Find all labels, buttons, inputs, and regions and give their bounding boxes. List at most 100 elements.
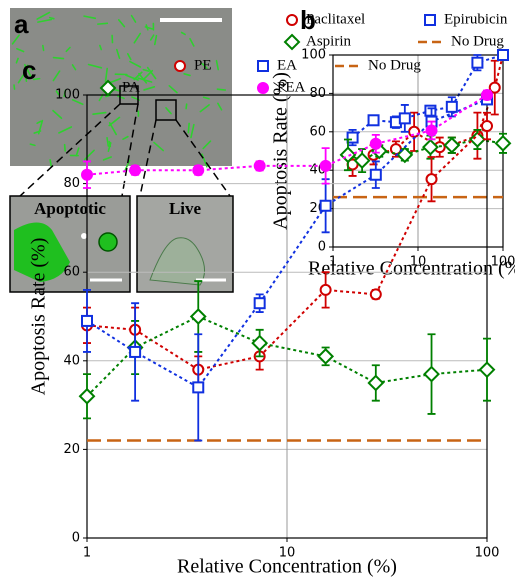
legend-label: Epirubicin (444, 11, 508, 27)
cell (32, 77, 41, 81)
zoom-lines (19, 103, 231, 197)
marker (369, 137, 382, 150)
marker (445, 100, 458, 113)
cell (36, 11, 51, 20)
y-tick-label: 0 (72, 531, 80, 546)
marker (129, 164, 142, 177)
cell (36, 120, 42, 125)
cell (142, 68, 150, 72)
cell (185, 103, 188, 110)
marker (81, 314, 93, 327)
marker (253, 159, 266, 172)
cell (26, 64, 34, 71)
cell (106, 136, 110, 147)
inset-label: Apoptotic (34, 199, 106, 218)
cell (37, 18, 53, 23)
y-tick-label: 20 (63, 442, 80, 457)
x-tick-label: 10 (410, 255, 427, 270)
cell (180, 31, 186, 36)
marker (317, 347, 335, 365)
y-axis-label: Apoptosis Rate (%) (28, 238, 50, 396)
x-tick-label: 10 (279, 546, 296, 561)
marker (408, 125, 421, 138)
zoom-box (155, 99, 177, 121)
marker (319, 199, 332, 212)
marker (422, 138, 439, 156)
cell (109, 77, 122, 84)
y-tick-label: 40 (63, 353, 80, 368)
cell (42, 44, 45, 52)
marker (481, 120, 493, 133)
cell (201, 153, 208, 168)
cell (125, 74, 139, 81)
cell (123, 159, 131, 173)
marker (353, 152, 371, 170)
cell (133, 32, 142, 44)
cell (202, 96, 210, 100)
panel-label: b (300, 5, 316, 35)
cell (52, 56, 65, 60)
cell (58, 126, 73, 134)
marker (192, 164, 205, 177)
legend-swatch (286, 14, 298, 26)
marker (81, 168, 93, 181)
legend-swatch (424, 14, 436, 26)
legend-label: No Drug (451, 33, 504, 49)
cell (13, 84, 16, 90)
cell (138, 72, 148, 84)
cell (17, 73, 25, 84)
cell (168, 85, 178, 94)
marker (468, 131, 486, 148)
cell (108, 116, 121, 127)
cell (127, 53, 132, 61)
cell (99, 44, 103, 51)
apoptotic-cells (14, 222, 118, 282)
marker (129, 345, 142, 358)
cell (29, 143, 36, 147)
cell (215, 59, 220, 71)
y-tick-label: 100 (55, 88, 80, 103)
legend-swatch (283, 33, 301, 51)
marker (443, 136, 461, 154)
cell (216, 88, 227, 91)
cell (63, 89, 67, 98)
cell (55, 90, 60, 96)
cell (153, 34, 158, 46)
legend-swatch (257, 60, 269, 72)
marker (251, 334, 269, 352)
cell (108, 140, 112, 148)
legend-label: PA (122, 79, 140, 95)
marker (192, 381, 205, 394)
marker (319, 159, 332, 172)
cell (117, 19, 126, 28)
y-tick-label: 100 (301, 48, 326, 63)
cell (75, 147, 80, 157)
cell (11, 34, 20, 45)
cell (24, 63, 32, 78)
cell (143, 86, 156, 91)
marker (78, 387, 96, 405)
y-tick-label: 60 (309, 124, 326, 139)
x-tick-label: 1 (329, 255, 337, 270)
legend-label: No Drug (368, 57, 421, 73)
cell (16, 48, 25, 53)
cell (117, 95, 125, 100)
cell (183, 73, 191, 77)
cell (137, 77, 153, 83)
cell (201, 62, 208, 69)
series-line (86, 125, 488, 371)
legend-swatch (174, 60, 186, 72)
marker (253, 297, 266, 310)
cell (37, 119, 44, 135)
legend-label: PEA (277, 79, 306, 95)
cell (189, 37, 195, 47)
cell (24, 66, 28, 82)
cell (202, 140, 212, 150)
legend-label: EA (277, 57, 297, 73)
micrograph-panel: a Apoptotic Live (9, 8, 234, 293)
marker (189, 308, 207, 325)
marker (425, 173, 438, 186)
legend-label: Paclitaxel (306, 11, 365, 27)
inset-label: Live (169, 199, 202, 218)
